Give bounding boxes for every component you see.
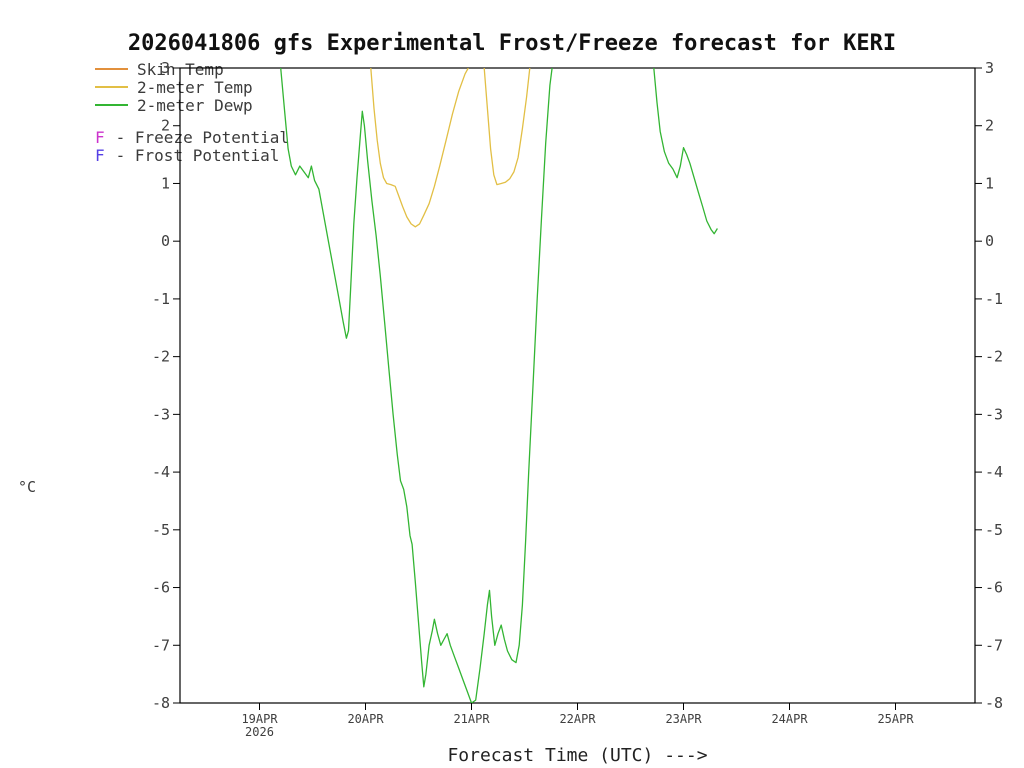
x-tick-label: 20APR [347, 712, 384, 726]
freeze-flag-letter: F [95, 127, 105, 147]
y-tick-label-right: -8 [985, 694, 1003, 712]
legend-item-frost-potential: F - Frost Potential [95, 145, 289, 165]
page-title: 2026041806 gfs Experimental Frost/Freeze… [127, 31, 897, 56]
y-tick-label-left: -2 [152, 348, 170, 366]
y-tick-label-right: 1 [985, 174, 994, 192]
2-meter-temp-line [483, 68, 531, 186]
y-tick-label-left: -5 [152, 521, 170, 539]
2-meter-temp-line [370, 68, 469, 228]
2-meter-dewp-line [653, 68, 718, 235]
y-tick-label-right: -1 [985, 290, 1003, 308]
y-tick-label-right: -7 [985, 636, 1003, 654]
y-tick-label-left: -4 [152, 463, 170, 481]
legend-label: Skin Temp [137, 59, 224, 79]
legend-label: - Freeze Potential [115, 127, 290, 147]
y-tick-label-left: 0 [161, 232, 170, 250]
two-meter-temp-line-icon [95, 86, 128, 88]
x-tick-label: 22APR [559, 712, 596, 726]
x-tick-label: 21APR [453, 712, 490, 726]
x-tick-label: 24APR [771, 712, 808, 726]
x-tick-label: 23APR [665, 712, 702, 726]
y-tick-label-right: -3 [985, 405, 1003, 423]
x-tick-sublabel: 2026 [245, 725, 274, 739]
y-axis-unit-label: °C [18, 478, 37, 496]
legend-item-freeze-potential: F - Freeze Potential [95, 127, 290, 147]
y-tick-label-right: -4 [985, 463, 1003, 481]
plot-border [179, 67, 976, 704]
legend-label: 2-meter Temp [137, 77, 253, 97]
y-tick-label-right: -2 [985, 348, 1003, 366]
y-tick-label-left: 1 [161, 174, 170, 192]
y-tick-label-left: -7 [152, 636, 170, 654]
y-tick-label-right: 2 [985, 117, 994, 135]
y-tick-label-right: -6 [985, 579, 1003, 597]
y-tick-label-left: -6 [152, 579, 170, 597]
x-axis-label: Forecast Time (UTC) ---> [447, 745, 708, 766]
chart-legend: Skin Temp 2-meter Temp 2-meter Dewp F - … [95, 59, 290, 165]
y-tick-label-right: 0 [985, 232, 994, 250]
forecast-line-chart: 3 3 2 2 1 1 0 0 -1 -1 -2 -2 -3 -3 -4 -4 -5 -5 -6 -6 -7 -7 -8 -8… [152, 59, 1003, 739]
y-tick-label-right: -5 [985, 521, 1003, 539]
legend-item-2m-dewp: 2-meter Dewp [95, 95, 289, 115]
legend-label: 2-meter Dewp [137, 95, 253, 115]
2-meter-dewp-line [280, 68, 553, 703]
legend-label: - Frost Potential [115, 145, 280, 165]
x-tick-label: 25APR [877, 712, 914, 726]
y-tick-label-left: -3 [152, 405, 170, 423]
y-tick-label-left: -8 [152, 694, 170, 712]
y-tick-label-right: 3 [985, 59, 994, 77]
skin-temp-line-icon [95, 68, 128, 70]
x-tick-label: 19APR [241, 712, 278, 726]
legend-item-skin-temp: Skin Temp [95, 59, 289, 79]
y-tick-label-left: 2 [161, 117, 170, 135]
y-tick-label-left: 3 [161, 59, 170, 77]
two-meter-dewp-line-icon [95, 104, 128, 106]
y-tick-label-left: -1 [152, 290, 170, 308]
frost-flag-letter: F [95, 145, 105, 165]
legend-item-2m-temp: 2-meter Temp [95, 77, 289, 97]
